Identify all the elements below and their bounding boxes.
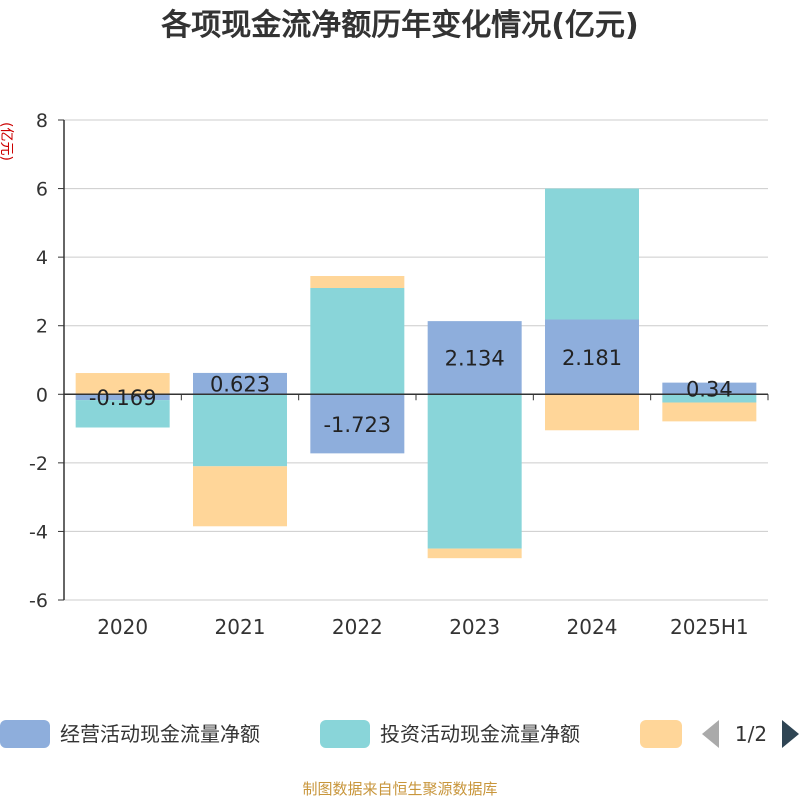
bar-s3-2025H1 (662, 402, 757, 422)
y-tick-label: 0 (36, 384, 48, 406)
bar-s1-2023 (427, 321, 522, 395)
axes: -6 -4 -2 0 2 4 6 8 2020 2021 2022 2023 2024 2025H1 (29, 110, 769, 639)
bar-s3-2024 (545, 394, 639, 431)
grid-lines (64, 119, 768, 601)
bar-s1-2025H1 (662, 382, 757, 395)
bar-s2-2025H1 (662, 394, 757, 403)
legend-swatch (320, 720, 370, 748)
data-label: 0.34 (686, 377, 733, 401)
source-note: 制图数据来自恒生聚源数据库 (302, 780, 498, 798)
legend-next-page-icon[interactable] (782, 720, 799, 748)
y-unit-label: (亿元) (0, 122, 14, 161)
y-tick-label: 6 (36, 179, 48, 201)
data-label: -1.723 (323, 413, 391, 437)
bar-s1-2022 (310, 394, 405, 454)
legend-swatch (0, 720, 50, 748)
x-tick-label: 2022 (332, 615, 383, 639)
bar-s2-2021 (193, 394, 287, 467)
bar-s3-2022 (310, 276, 405, 288)
x-tick-label: 2025H1 (670, 615, 749, 639)
legend-prev-page-icon[interactable] (702, 720, 719, 748)
legend-page-indicator: 1/2 (735, 722, 767, 746)
bar-s2-2023 (427, 394, 522, 549)
bar-s2-2022 (310, 288, 405, 395)
chart-title: 各项现金流净额历年变化情况(亿元) (161, 8, 639, 43)
y-tick-label: 4 (36, 247, 48, 269)
x-tick-label: 2020 (97, 615, 148, 639)
y-tick-label: -6 (29, 590, 48, 612)
bar-s3-2020 (75, 373, 170, 395)
x-tick-label: 2021 (215, 615, 266, 639)
bar-s3-2023 (427, 548, 522, 559)
bar-s1-2020 (75, 394, 170, 401)
x-tick-label: 2024 (567, 615, 618, 639)
data-label: -0.169 (89, 386, 157, 410)
y-tick-label: -4 (29, 521, 48, 543)
y-tick-label: 8 (36, 110, 48, 132)
data-labels: -0.169 0.623 -1.723 2.134 2.181 0.34 (89, 346, 733, 437)
y-tick-label: -2 (29, 453, 48, 475)
legend-swatch (640, 720, 682, 748)
legend-label: 经营活动现金流量净额 (60, 722, 260, 746)
bar-s1-2021 (193, 372, 287, 395)
bar-s2-2020 (75, 400, 170, 428)
bar-s1-2024 (545, 319, 639, 395)
bar-s2-2024 (545, 188, 639, 320)
bar-layer (75, 188, 757, 559)
data-label: 2.134 (445, 347, 505, 371)
bar-s3-2021 (193, 466, 287, 527)
legend: 经营活动现金流量净额 投资活动现金流量净额 1/2 (0, 720, 799, 748)
y-tick-label: 2 (36, 316, 48, 338)
legend-label: 投资活动现金流量净额 (380, 722, 580, 746)
x-tick-label: 2023 (449, 615, 500, 639)
data-label: 2.181 (562, 346, 622, 370)
data-label: 0.623 (210, 373, 270, 397)
